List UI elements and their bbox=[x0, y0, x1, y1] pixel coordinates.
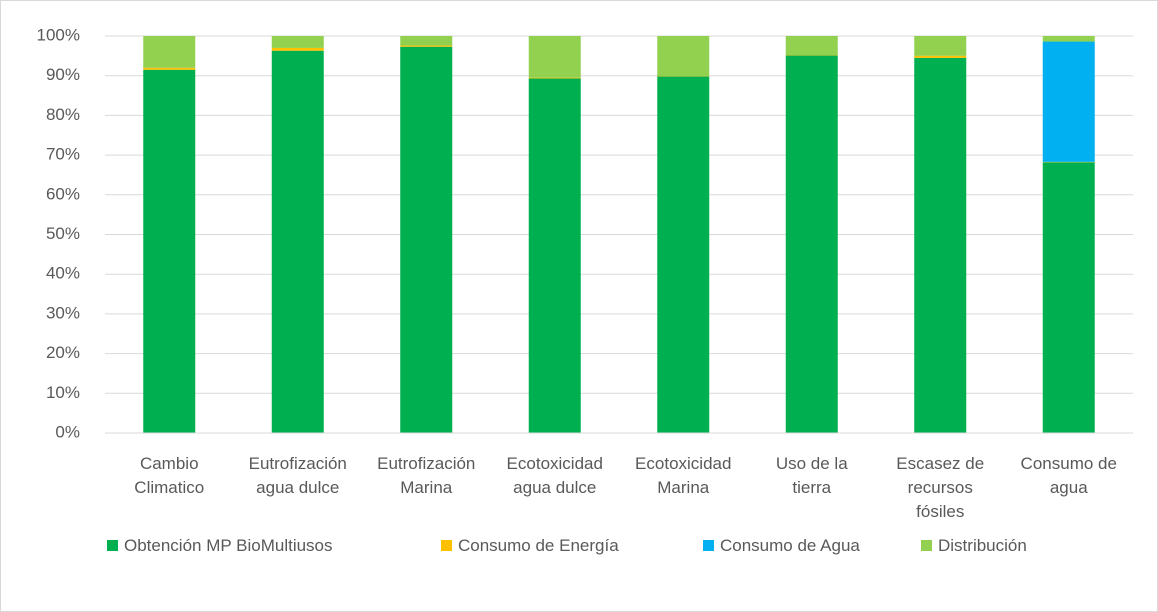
legend-label: Consumo de Agua bbox=[720, 536, 860, 555]
y-tick-label: 100% bbox=[37, 25, 80, 44]
bar-segment bbox=[271, 50, 324, 434]
bar-segment bbox=[143, 67, 196, 70]
bar-segment bbox=[400, 46, 453, 434]
legend-item: Distribución bbox=[921, 536, 1027, 556]
y-tick-label: 10% bbox=[46, 383, 80, 402]
legend-swatch bbox=[921, 540, 932, 551]
x-tick-label: Cambio Climatico bbox=[134, 454, 205, 497]
bar-segment bbox=[528, 78, 581, 433]
legend-swatch bbox=[441, 540, 452, 551]
x-tick-label: Escasez de recursos fósiles bbox=[896, 454, 985, 521]
y-tick-label: 50% bbox=[46, 224, 80, 243]
bar-segment bbox=[528, 36, 581, 78]
bar-segment bbox=[400, 36, 453, 46]
y-tick-label: 0% bbox=[55, 422, 80, 441]
bar-segment bbox=[400, 45, 453, 47]
x-tick-label: Ecotoxicidad agua dulce bbox=[506, 454, 603, 497]
x-tick-label: Consumo de agua bbox=[1020, 454, 1117, 497]
bar-segment bbox=[143, 36, 196, 68]
y-tick-label: 20% bbox=[46, 343, 80, 362]
y-tick-label: 90% bbox=[46, 65, 80, 84]
bar-segment bbox=[914, 57, 967, 434]
legend-label: Distribución bbox=[938, 536, 1027, 555]
y-tick-label: 60% bbox=[46, 184, 80, 203]
legend-item: Consumo de Energía bbox=[441, 536, 619, 556]
bar-segment bbox=[914, 36, 967, 56]
legend-label: Obtención MP BioMultiusos bbox=[124, 536, 333, 555]
bar-segment bbox=[1042, 36, 1095, 42]
bar-segment bbox=[1042, 162, 1095, 433]
x-tick-label: Eutrofización agua dulce bbox=[248, 454, 347, 497]
y-tick-label: 30% bbox=[46, 303, 80, 322]
y-tick-label: 40% bbox=[46, 264, 80, 283]
bar-segment bbox=[1042, 41, 1095, 162]
bar-segment bbox=[785, 55, 838, 433]
x-tick-label: Eutrofización Marina bbox=[377, 454, 476, 497]
bar-segment bbox=[528, 77, 581, 79]
x-tick-label: Ecotoxicidad Marina bbox=[635, 454, 732, 497]
x-tick-label: Uso de la tierra bbox=[775, 454, 848, 497]
legend-label: Consumo de Energía bbox=[458, 536, 619, 555]
bar-segment bbox=[271, 36, 324, 48]
bar-segment bbox=[657, 36, 710, 77]
legend-item: Consumo de Agua bbox=[703, 536, 860, 556]
bar-segment bbox=[914, 55, 967, 58]
legend-item: Obtención MP BioMultiusos bbox=[107, 536, 333, 556]
legend-swatch bbox=[703, 540, 714, 551]
y-tick-label: 80% bbox=[46, 105, 80, 124]
y-tick-label: 70% bbox=[46, 145, 80, 164]
bar-segment bbox=[657, 76, 710, 433]
bar-segment bbox=[271, 47, 324, 51]
bar-segment bbox=[143, 69, 196, 434]
bar-segment bbox=[785, 36, 838, 56]
legend-swatch bbox=[107, 540, 118, 551]
